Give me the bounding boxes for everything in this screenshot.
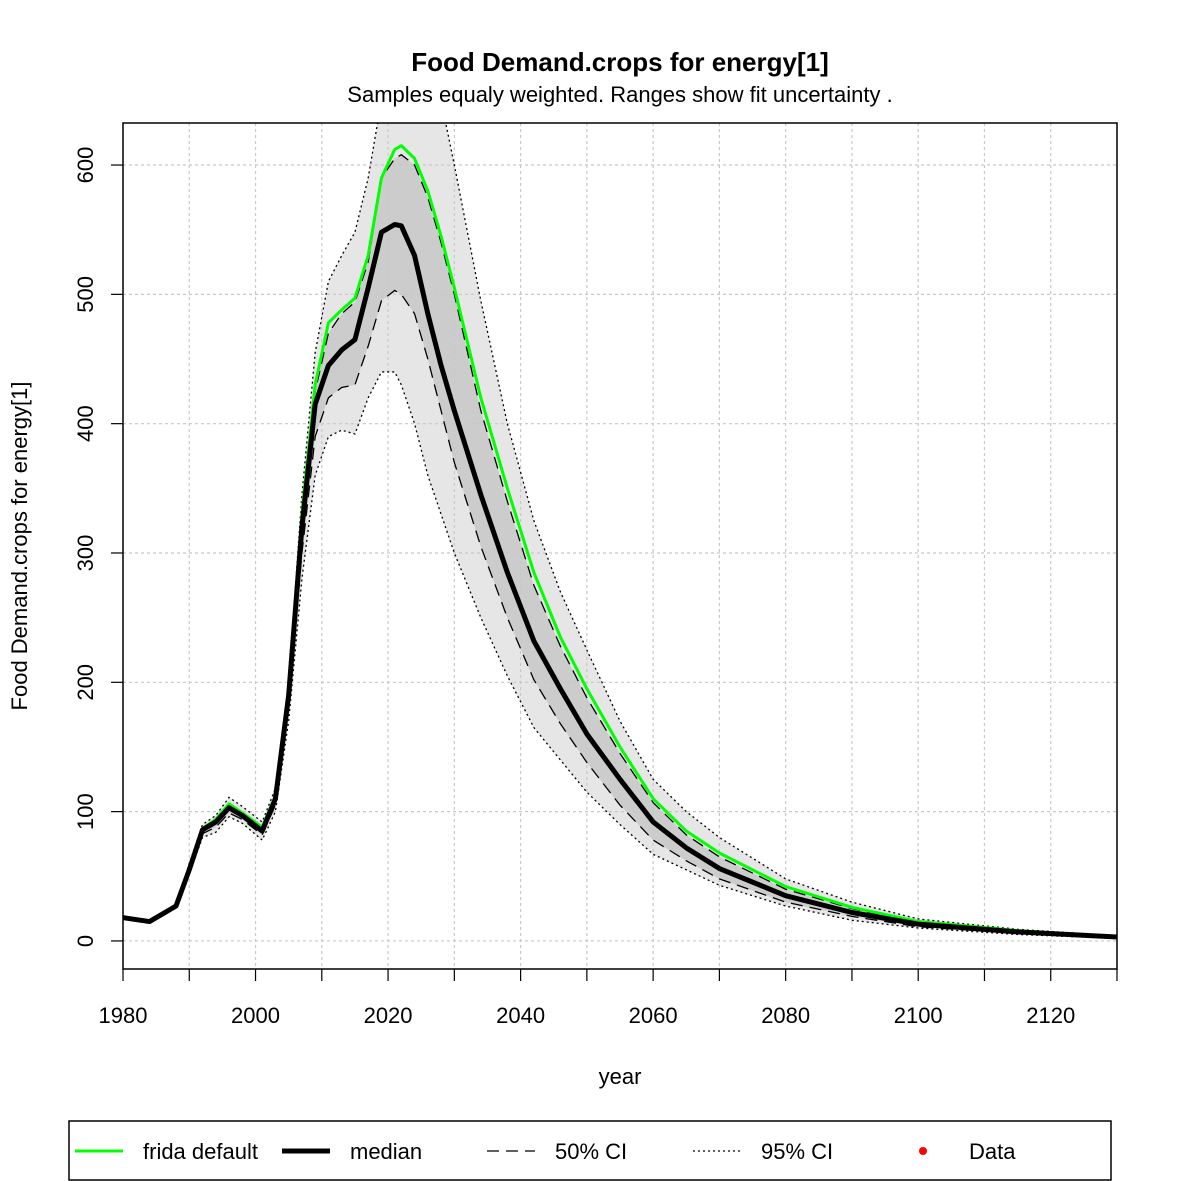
- legend-label: Data: [969, 1139, 1016, 1164]
- x-tick-label: 2040: [496, 1003, 545, 1028]
- y-tick-label: 0: [73, 935, 98, 947]
- legend-label: median: [350, 1139, 422, 1164]
- y-axis-label: Food Demand.crops for energy[1]: [7, 382, 32, 711]
- plot-frame: [122, 122, 1118, 970]
- y-tick-label: 600: [73, 147, 98, 184]
- x-tick-label: 2020: [364, 1003, 413, 1028]
- chart-title: Food Demand.crops for energy[1]: [411, 47, 829, 77]
- y-tick-label: 500: [73, 276, 98, 313]
- x-tick-label: 1980: [99, 1003, 148, 1028]
- legend-label: frida default: [143, 1139, 258, 1164]
- band-line: [123, 371, 1117, 940]
- legend-label: 50% CI: [555, 1139, 627, 1164]
- x-tick-label: 2120: [1026, 1003, 1075, 1028]
- x-tick-label: 2100: [894, 1003, 943, 1028]
- legend-swatch: [919, 1147, 927, 1155]
- band-line: [123, 289, 1117, 940]
- y-tick-label: 100: [73, 793, 98, 830]
- legend-box: [68, 1120, 1112, 1181]
- x-tick-label: 2060: [629, 1003, 678, 1028]
- x-axis-label: year: [599, 1064, 642, 1089]
- series-line: [123, 222, 1117, 940]
- legend-label: 95% CI: [761, 1139, 833, 1164]
- x-tick-label: 2080: [761, 1003, 810, 1028]
- y-tick-label: 200: [73, 664, 98, 701]
- chart-subtitle: Samples equaly weighted. Ranges show fit…: [347, 82, 892, 107]
- y-tick-label: 400: [73, 405, 98, 442]
- y-tick-label: 300: [73, 535, 98, 572]
- x-tick-label: 2000: [231, 1003, 280, 1028]
- band-line: [123, 123, 1117, 937]
